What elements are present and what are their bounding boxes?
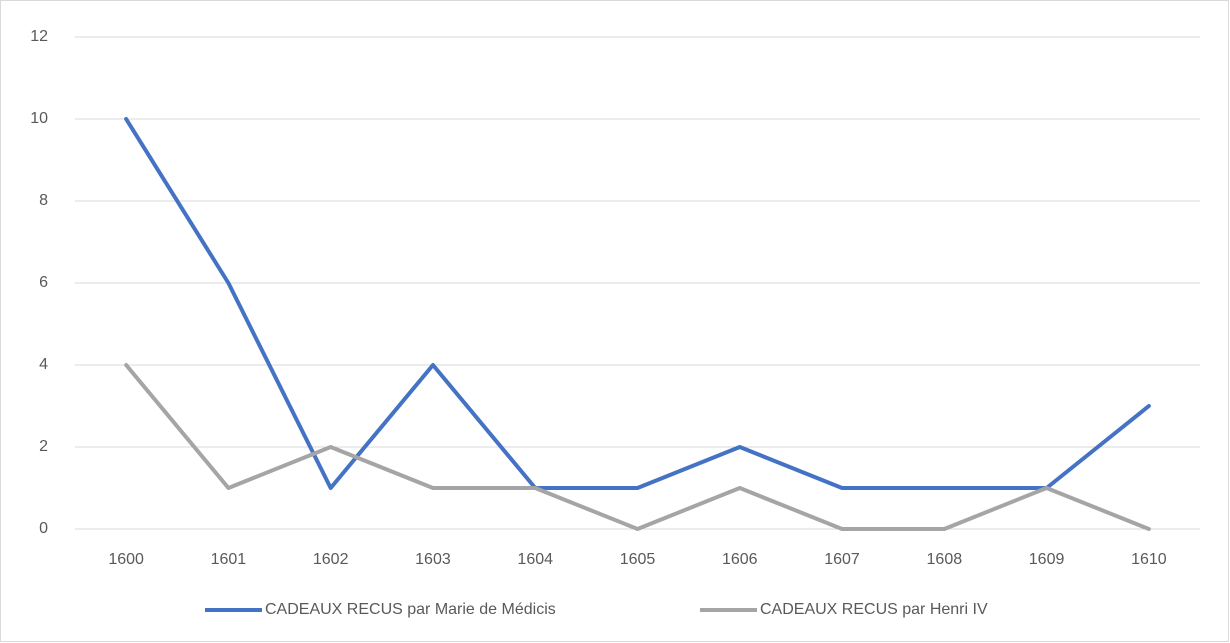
- y-tick-label: 8: [39, 192, 48, 209]
- legend-label: CADEAUX RECUS par Marie de Médicis: [265, 601, 556, 618]
- x-tick-label: 1600: [108, 551, 144, 568]
- y-tick-label: 2: [39, 438, 48, 455]
- x-tick-label: 1608: [927, 551, 963, 568]
- y-tick-label: 4: [39, 356, 48, 373]
- y-tick-label: 6: [39, 274, 48, 291]
- x-tick-label: 1601: [211, 551, 247, 568]
- x-tick-label: 1602: [313, 551, 349, 568]
- series-line: [124, 363, 1151, 531]
- x-tick-label: 1603: [415, 551, 451, 568]
- x-tick-label: 1607: [824, 551, 860, 568]
- x-tick-label: 1604: [517, 551, 553, 568]
- x-tick-label: 1610: [1131, 551, 1167, 568]
- legend-label: CADEAUX RECUS par Henri IV: [760, 601, 988, 618]
- x-tick-label: 1605: [620, 551, 656, 568]
- x-tick-label: 1609: [1029, 551, 1065, 568]
- series-line: [124, 117, 1151, 490]
- y-tick-label: 12: [30, 28, 48, 45]
- y-tick-label: 0: [39, 520, 48, 537]
- y-tick-label: 10: [30, 110, 48, 127]
- x-tick-label: 1606: [722, 551, 758, 568]
